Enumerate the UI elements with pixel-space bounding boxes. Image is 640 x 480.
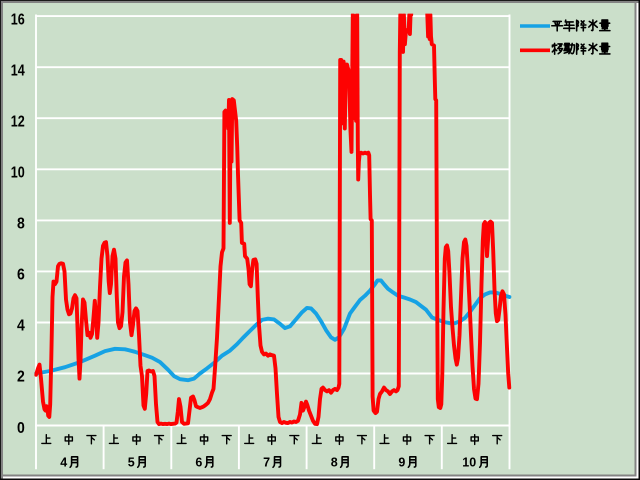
svg-text:6: 6 <box>17 267 25 284</box>
svg-text:0: 0 <box>17 420 25 437</box>
svg-text:16: 16 <box>11 11 25 28</box>
svg-text:5: 5 <box>128 455 135 469</box>
svg-text:12: 12 <box>11 113 25 130</box>
svg-text:2: 2 <box>17 369 25 386</box>
svg-text:7: 7 <box>263 455 270 469</box>
svg-text:4: 4 <box>17 318 25 335</box>
svg-text:10: 10 <box>11 165 25 182</box>
svg-text:9: 9 <box>398 455 405 469</box>
svg-text:4: 4 <box>60 455 67 469</box>
svg-text:10: 10 <box>462 455 476 469</box>
svg-text:14: 14 <box>11 62 25 79</box>
svg-text:6: 6 <box>195 455 202 469</box>
svg-text:8: 8 <box>331 455 338 469</box>
svg-text:8: 8 <box>17 216 25 233</box>
